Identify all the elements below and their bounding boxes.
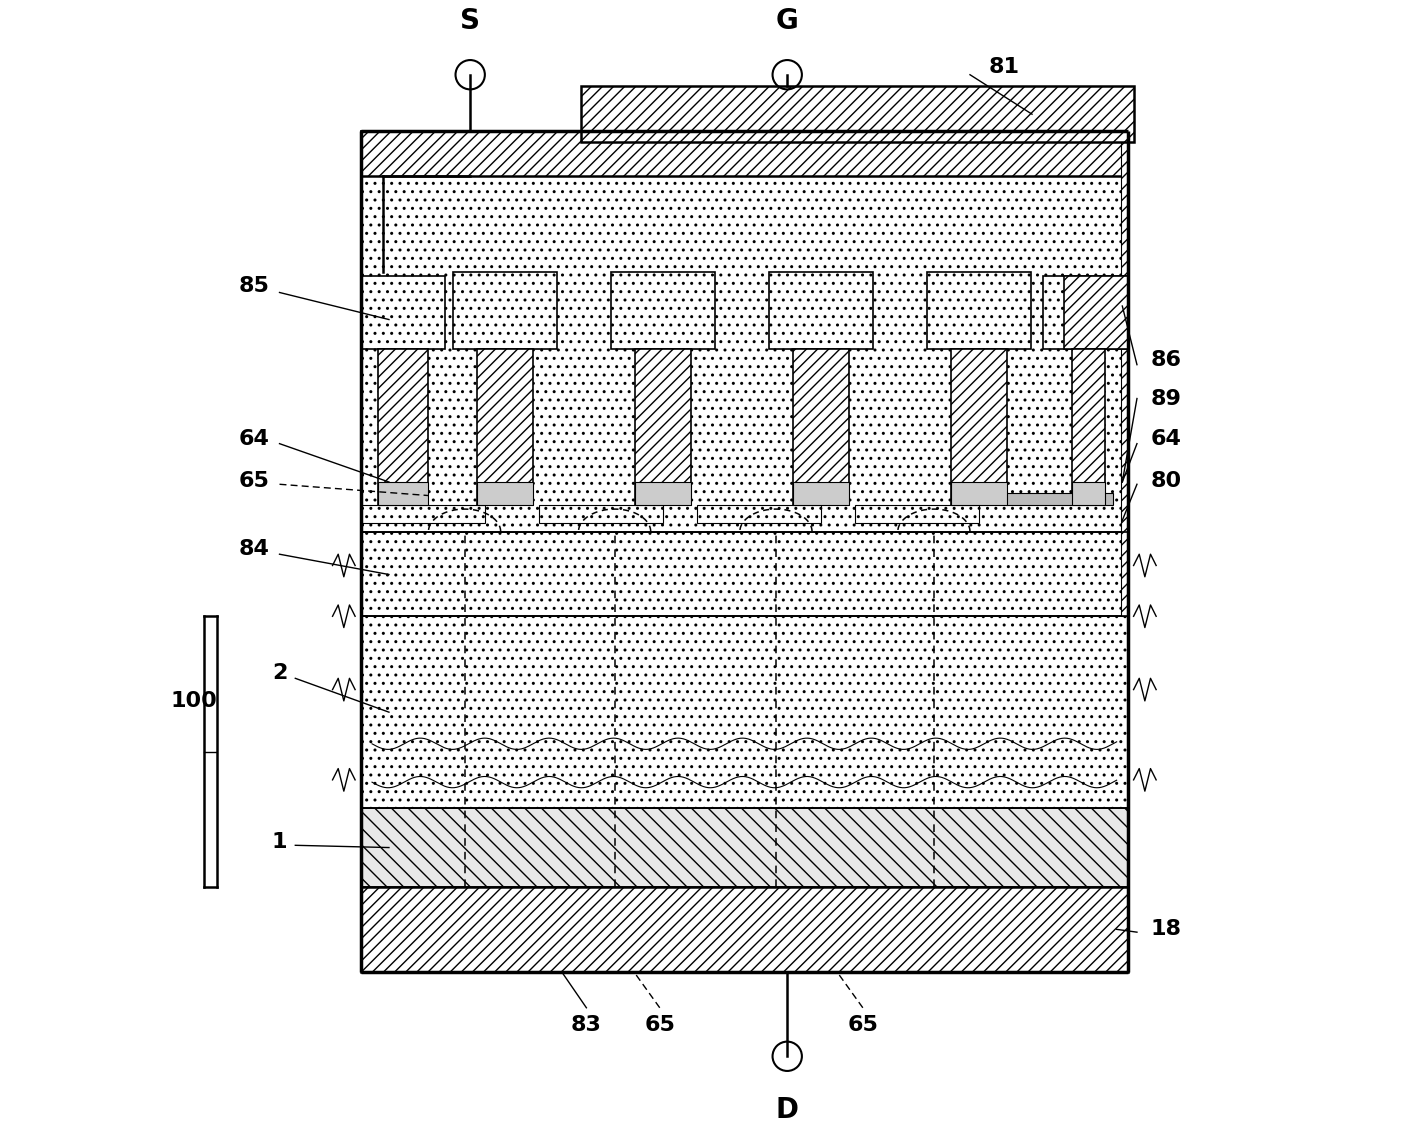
Bar (361, 131, 1128, 532)
Bar (361, 616, 1128, 808)
Text: 64: 64 (239, 429, 269, 449)
Text: D: D (776, 1096, 799, 1124)
Bar (926, 273, 1030, 348)
Text: 83: 83 (571, 1015, 603, 1035)
Text: 86: 86 (1151, 351, 1182, 370)
Bar (453, 273, 557, 348)
Bar (361, 887, 1128, 972)
Text: 85: 85 (239, 276, 269, 295)
Bar (793, 482, 850, 504)
Text: 65: 65 (644, 1015, 675, 1035)
Text: 1: 1 (271, 832, 287, 852)
Bar (378, 482, 429, 504)
Bar (361, 808, 1128, 887)
Bar (951, 482, 1007, 504)
Bar (1006, 493, 1113, 504)
Text: 2: 2 (271, 663, 287, 683)
Text: 81: 81 (989, 57, 1019, 77)
Bar (477, 348, 533, 504)
Text: 65: 65 (239, 470, 269, 491)
Bar (1071, 348, 1106, 504)
Text: 64: 64 (1151, 429, 1182, 449)
Text: 65: 65 (847, 1015, 878, 1035)
Bar (855, 504, 979, 523)
Text: 18: 18 (1151, 918, 1182, 939)
Bar (361, 532, 1128, 616)
Bar (1121, 131, 1128, 616)
Bar (696, 504, 821, 523)
Bar (635, 348, 692, 504)
Bar (581, 86, 1134, 143)
Bar (1071, 482, 1106, 504)
Bar (361, 504, 485, 523)
Bar (361, 276, 445, 348)
Bar (477, 482, 533, 504)
Text: 84: 84 (239, 538, 269, 559)
Bar (611, 273, 715, 348)
Bar (361, 131, 1128, 176)
Bar (1064, 276, 1128, 348)
Bar (635, 482, 692, 504)
Bar (378, 348, 429, 504)
Text: G: G (776, 7, 799, 35)
Bar (769, 273, 872, 348)
Bar (951, 348, 1007, 504)
Text: 89: 89 (1151, 389, 1182, 408)
Bar (793, 348, 850, 504)
Text: 100: 100 (171, 691, 217, 711)
Bar (539, 504, 664, 523)
Bar (1043, 276, 1128, 348)
Text: S: S (460, 7, 480, 35)
Text: 80: 80 (1151, 470, 1182, 491)
